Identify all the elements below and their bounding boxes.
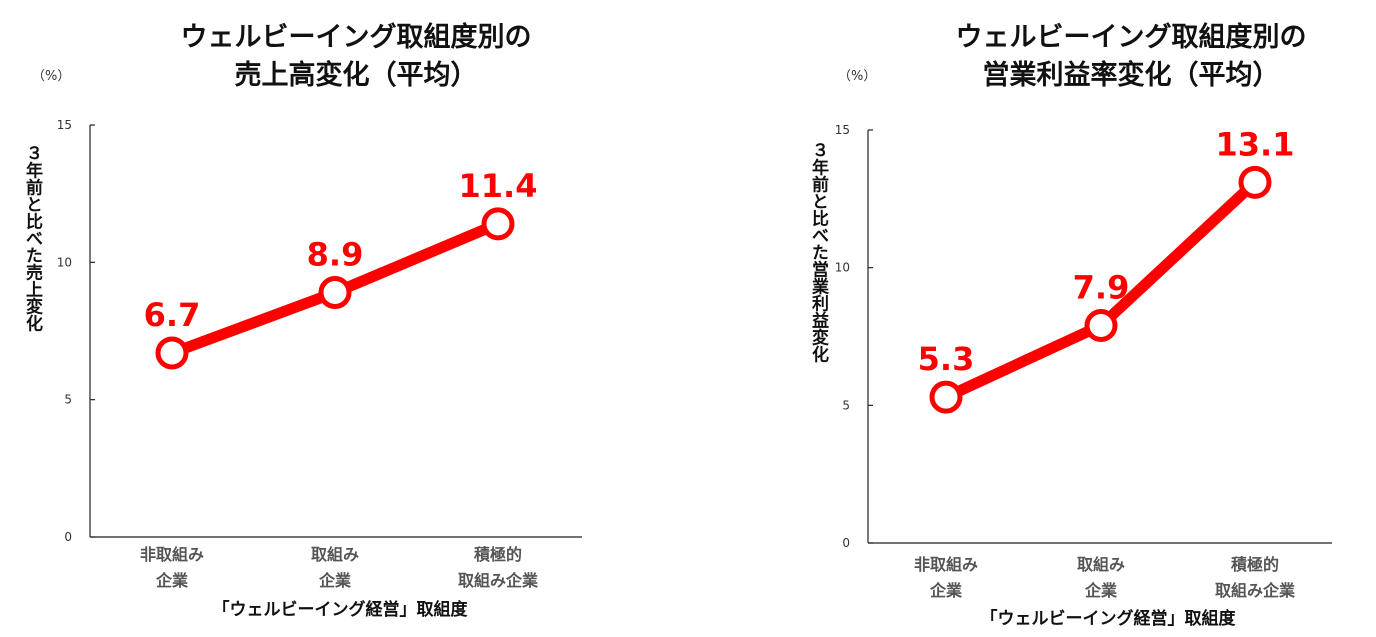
data-point bbox=[1084, 308, 1118, 342]
data-value-label: 11.4 bbox=[459, 167, 538, 205]
chart-sales-change: ウェルビーイング取組度別の 売上高変化（平均） （%） ３年前と比べた売上変化 … bbox=[22, 21, 582, 620]
y-axis-label: ３年前と比べた売上変化 bbox=[22, 145, 43, 332]
y-tick-label: 15 bbox=[57, 118, 72, 132]
y-tick-label: 5 bbox=[64, 393, 72, 407]
x-axis-label: 「ウェルビーイング経営」取組度 bbox=[213, 599, 469, 620]
x-axis-label: 「ウェルビーイング経営」取組度 bbox=[981, 608, 1237, 629]
unit-label: （%） bbox=[32, 69, 70, 84]
chart-title-line-1: ウェルビーイング取組度別の bbox=[956, 21, 1307, 53]
data-point bbox=[318, 276, 352, 310]
chart-operating-profit-change: ウェルビーイング取組度別の 営業利益率変化（平均） （%） ３年前と比べた営業利… bbox=[808, 21, 1332, 629]
x-category-label: 取組み bbox=[311, 545, 359, 564]
x-category-label: 積極的 bbox=[473, 545, 522, 564]
x-category-label: 取組み企業 bbox=[458, 571, 539, 590]
y-tick-label: 5 bbox=[842, 398, 850, 412]
y-tick-label: 10 bbox=[835, 261, 850, 275]
x-category-label: 企業 bbox=[155, 571, 189, 590]
y-tick-label: 0 bbox=[64, 530, 72, 544]
x-category-label: 企業 bbox=[929, 581, 963, 600]
x-category-label: 取組み bbox=[1077, 555, 1125, 574]
chart-title-line-2: 営業利益率変化（平均） bbox=[983, 59, 1280, 91]
data-value-label: 8.9 bbox=[307, 236, 364, 274]
x-category-label: 企業 bbox=[1084, 581, 1118, 600]
data-value-label: 7.9 bbox=[1073, 268, 1130, 306]
x-category-label: 非取組み bbox=[914, 555, 978, 574]
data-point bbox=[155, 336, 189, 370]
chart-title-line-1: ウェルビーイング取組度別の bbox=[181, 21, 532, 53]
x-category-label: 積極的 bbox=[1230, 555, 1279, 574]
y-tick-label: 10 bbox=[57, 255, 72, 269]
unit-label: （%） bbox=[838, 69, 876, 84]
y-tick-label: 0 bbox=[842, 536, 850, 550]
x-category-label: 取組み企業 bbox=[1215, 581, 1296, 600]
data-value-label: 13.1 bbox=[1216, 125, 1295, 163]
data-point bbox=[481, 207, 515, 241]
chart-title-line-2: 売上高変化（平均） bbox=[235, 59, 478, 91]
y-axis-label: ３年前と比べた営業利益変化 bbox=[808, 142, 829, 363]
y-tick-label: 15 bbox=[835, 123, 850, 137]
data-point bbox=[1238, 165, 1272, 199]
x-category-label: 企業 bbox=[318, 571, 352, 590]
x-category-label: 非取組み bbox=[140, 545, 204, 564]
data-value-label: 5.3 bbox=[918, 340, 975, 378]
data-value-label: 6.7 bbox=[144, 296, 201, 334]
data-point bbox=[929, 380, 963, 414]
